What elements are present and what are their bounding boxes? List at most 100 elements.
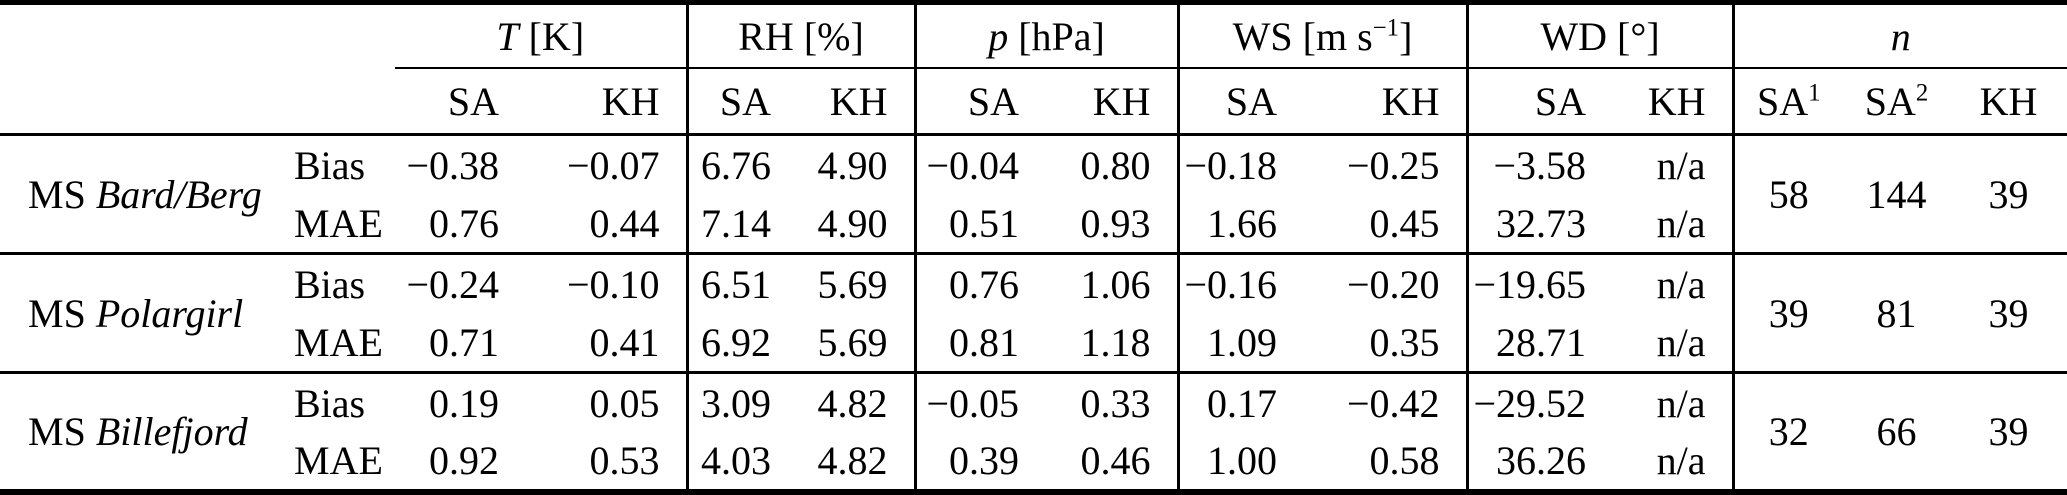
corner-cell-2 [0,68,395,136]
value-cell: 4.90 [797,194,917,254]
n-count-sa2: 66 [1843,371,1951,492]
value-cell: 0.76 [429,200,499,246]
value-cell: −0.05 [915,371,1046,433]
value-cell: −0.04 [915,133,1046,195]
n-count-sa1: 39 [1733,252,1844,373]
stat-label-mae: MAE [294,438,383,484]
stat-label-mae: MAE [294,200,383,246]
unit-exponent: −1 [1372,14,1400,42]
var-symbol-RH: RH [738,13,794,59]
var-symbol-n: n [1890,13,1911,59]
ship-name-italic: Billefjord [95,409,248,455]
subheader-RH-SA: SA [687,68,797,136]
subheader-RH-KH: KH [797,68,917,136]
group-header-sample-count: n [1733,2,2067,69]
value-cell: 0.93 [1045,194,1180,254]
subheader-label: SA [1864,78,1916,124]
value-cell: −0.20 [1303,252,1469,314]
value-cell: −29.52 [1467,371,1613,433]
value-cell: −0.18 [1178,133,1304,195]
var-symbol-p: p [988,13,1009,59]
row-bardberg-bias: MS Bard/Berg Bias −0.38 −0.07 6.76 4.90 … [0,132,2067,254]
value-cell: 0.58 [1303,432,1469,492]
unit-label: [°] [1607,13,1660,59]
ship-name-italic: Bard/Berg [95,171,262,217]
value-cell: 32.73 [1496,200,1587,246]
value-cell: 0.92 [429,438,499,484]
var-symbol-WD: WD [1540,13,1608,59]
group-header-temperature: T [K] [395,2,689,69]
unit-label: [hPa] [1008,13,1105,59]
n-count-kh: 39 [1950,371,2067,492]
subheader-WS-KH: KH [1303,68,1469,136]
value-cell: −0.38 [395,133,525,195]
subheader-WD-SA: SA [1467,68,1613,136]
value-cell: 0.17 [1178,371,1304,433]
value-cell: 5.69 [797,252,917,314]
var-symbol-WS: WS [1232,13,1293,59]
subheader-WD-KH: KH [1612,68,1735,136]
value-cell: n/a [1612,252,1735,314]
value-cell: n/a [1612,432,1735,492]
value-cell: −0.24 [395,252,525,314]
subheader-WS-SA: SA [1178,68,1304,136]
value-cell: 0.46 [1045,432,1180,492]
value-cell: 0.45 [1303,194,1469,254]
value-cell: n/a [1612,194,1735,254]
subheader-label: SA [1757,78,1809,124]
n-count-sa1: 58 [1733,132,1844,254]
value-cell: 6.76 [687,133,797,195]
subheader-n-KH: KH [1950,68,2067,136]
value-cell: 0.33 [1045,371,1180,433]
value-cell: 0.51 [949,200,1020,246]
value-cell: n/a [1612,371,1735,433]
group-header-row: T [K] RH [%] p [hPa] WS [m s−1] WD [°] n [0,2,2067,69]
value-cell: 4.82 [797,371,917,433]
value-cell: 1.06 [1045,252,1180,314]
superscript-2: 2 [1915,79,1929,107]
group-header-relative-humidity: RH [%] [687,2,917,69]
value-cell: −0.25 [1303,133,1469,195]
value-cell: 28.71 [1496,319,1587,365]
subheader-n-SA2: SA2 [1843,68,1951,136]
ship-name-bardberg: MS Bard/Berg [0,132,270,254]
value-cell: 36.26 [1496,438,1587,484]
value-cell: 0.19 [395,371,525,433]
row-bardberg-mae: MAE 0.76 0.44 7.14 4.90 0.51 0.93 1.66 0… [0,194,2067,254]
n-count-kh: 39 [1950,132,2067,254]
stat-label-bias: Bias [270,133,395,195]
value-cell: −3.58 [1467,133,1613,195]
value-cell: 4.90 [797,133,917,195]
value-cell: 0.35 [1303,313,1469,373]
value-cell: −0.07 [525,133,689,195]
unit-label: [%] [793,13,864,59]
subheader-p-KH: KH [1045,68,1180,136]
subheader-n-SA1: SA1 [1733,68,1844,136]
value-cell: 1.18 [1045,313,1180,373]
value-cell: n/a [1612,313,1735,373]
unit-label: ] [1399,13,1413,59]
subheader-T-KH: KH [525,68,689,136]
row-billefjord-bias: MS Billefjord Bias 0.19 0.05 3.09 4.82 −… [0,371,2067,492]
value-cell: 0.41 [525,313,689,373]
group-header-wind-direction: WD [°] [1467,2,1735,69]
stat-label-bias: Bias [270,371,395,433]
ship-prefix: MS [28,290,86,336]
value-cell: 3.09 [687,371,797,433]
row-polargirl-bias: MS Polargirl Bias −0.24 −0.10 6.51 5.69 … [0,252,2067,373]
n-count-sa1: 32 [1733,371,1844,492]
ship-prefix: MS [28,409,86,455]
n-count-sa2: 144 [1843,132,1951,254]
var-symbol-T: T [496,13,519,59]
ship-name-italic: Polargirl [95,290,244,336]
value-cell: 1.66 [1207,200,1278,246]
sub-header-row: SA KH SA KH SA KH SA KH SA KH SA1 SA2 KH [0,68,2067,136]
group-header-pressure: p [hPa] [915,2,1180,69]
ship-name-polargirl: MS Polargirl [0,252,270,373]
value-cell: 6.92 [701,319,771,365]
subheader-p-SA: SA [915,68,1046,136]
value-cell: 4.03 [701,438,771,484]
stat-label-mae: MAE [294,319,383,365]
